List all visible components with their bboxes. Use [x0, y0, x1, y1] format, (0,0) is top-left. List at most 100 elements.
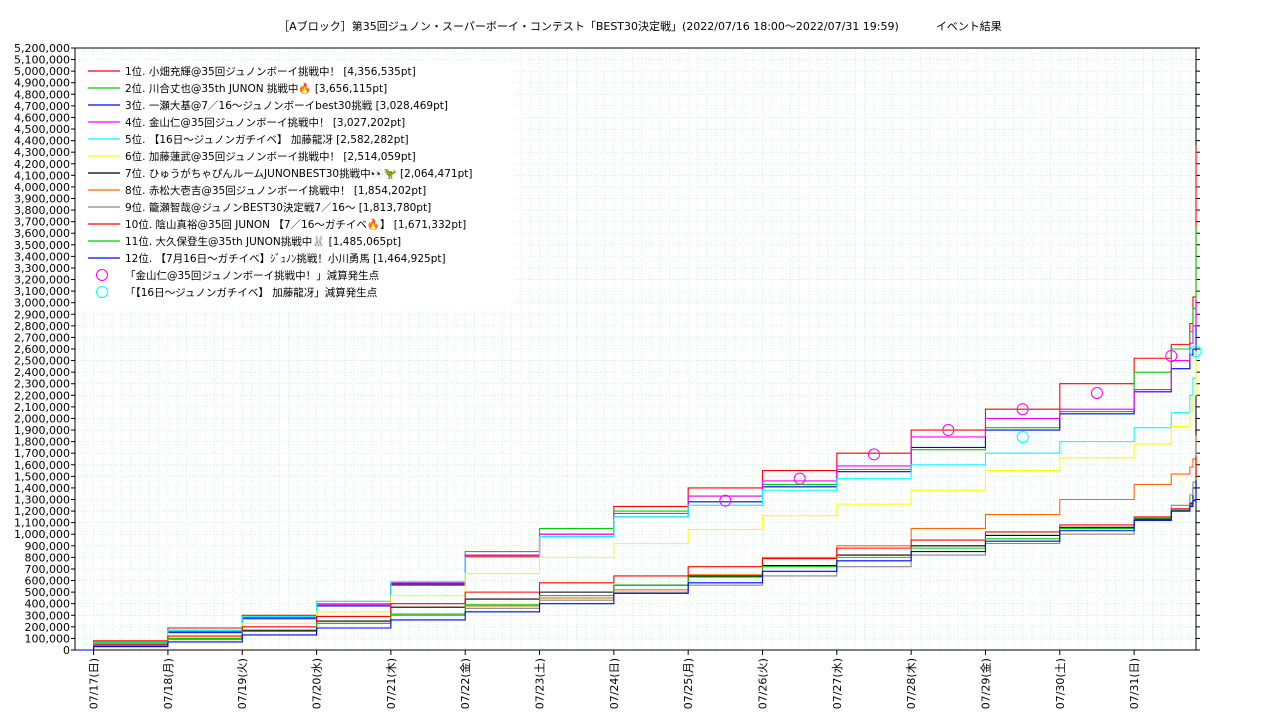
legend-entry: 7位. ひゅうがちゃぴんルームJUNONBEST30挑戦中👀🦖 [2,064,4…	[125, 167, 472, 180]
x-tick-label: 07/27(水)	[831, 658, 844, 709]
series-line-11	[75, 478, 1197, 651]
y-tick-label: 3,900,000	[14, 193, 70, 206]
chart-subtitle: イベント結果	[935, 20, 1002, 33]
deduction-marker-1	[1165, 349, 1178, 362]
series-lines	[75, 145, 1197, 651]
y-tick-label: 1,900,000	[14, 424, 70, 437]
x-tick-label: 07/19(火)	[236, 658, 249, 709]
legend-entry: 2位. 川合丈也@35th JUNON 挑戦中🔥 [3,656,115pt]	[125, 82, 387, 95]
y-tick-label: 4,200,000	[14, 158, 70, 171]
deduction-marker-1	[719, 494, 732, 507]
y-tick-label: 4,400,000	[14, 135, 70, 148]
y-tick-label: 400,000	[25, 598, 71, 611]
y-tick-label: 3,500,000	[14, 239, 70, 252]
deduction-marker-1	[1016, 403, 1029, 416]
y-tick-label: 1,000,000	[14, 528, 70, 541]
deduction-marker-1	[867, 448, 880, 461]
y-tick-label: 2,900,000	[14, 308, 70, 321]
legend-marker-swatch	[96, 269, 108, 281]
y-tick-label: 300,000	[25, 609, 71, 622]
y-tick-label: 4,900,000	[14, 77, 70, 90]
x-tick-label: 07/25(月)	[682, 658, 695, 709]
legend-background	[76, 60, 516, 308]
y-tick-label: 5,100,000	[14, 54, 70, 67]
legend-marker-swatch	[96, 286, 108, 298]
y-tick-label: 2,800,000	[14, 320, 70, 333]
y-tick-label: 800,000	[25, 551, 71, 564]
legend-entry: 4位. 金山仁@35回ジュノンボーイ挑戦中！ [3,027,202pt]	[125, 116, 405, 129]
series-line-3	[75, 299, 1197, 651]
y-tick-label: 3,000,000	[14, 297, 70, 310]
y-tick-label: 200,000	[25, 621, 71, 634]
y-tick-label: 5,000,000	[14, 65, 70, 78]
x-axis-ticks: 07/17(日) 07/18(月) 07/19(火) 07/20(水) 07/21(木)…	[88, 650, 1141, 709]
y-tick-label: 1,400,000	[14, 482, 70, 495]
series-line-10	[75, 456, 1197, 651]
x-tick-label: 07/29(金)	[978, 658, 992, 709]
y-tick-label: 100,000	[25, 632, 71, 645]
series-line-6	[75, 358, 1197, 651]
y-tick-label: 3,600,000	[14, 227, 70, 240]
y-tick-label: 4,500,000	[14, 123, 70, 136]
y-tick-label: 2,300,000	[14, 378, 70, 391]
x-tick-label: 07/18(月)	[162, 658, 175, 709]
y-tick-label: 1,300,000	[14, 494, 70, 507]
series-line-4	[75, 299, 1197, 651]
y-tick-label: 500,000	[25, 586, 71, 599]
chart-title-row: ［Aブロック］第35回ジュノン・スーパーボーイ・コンテスト「BEST30決定戦」…	[0, 18, 1280, 34]
y-tick-label: 2,100,000	[14, 401, 70, 414]
y-tick-label: 1,500,000	[14, 470, 70, 483]
legend-entry: 11位. 大久保登生@35th JUNON挑戦中🐰 [1,485,065pt]	[125, 235, 401, 248]
x-tick-label: 07/26(火)	[756, 658, 769, 709]
legend-entry: 8位. 赤松大壱吉@35回ジュノンボーイ挑戦中！ [1,854,202pt]	[125, 184, 426, 197]
y-tick-label: 2,200,000	[14, 389, 70, 402]
legend-entry: 6位. 加藤蓮武@35回ジュノンボーイ挑戦中！ [2,514,059pt]	[125, 150, 416, 163]
legend-entry: 10位. 陰山真裕@35回 JUNON 【7／16～ガチイベ🔥】 [1,671,…	[125, 218, 466, 231]
legend-entry: 12位. 【7月16日～ガチイベ】ｼﾞｭﾉﾝ挑戦！小川勇馬 [1,464,925…	[125, 252, 446, 265]
y-tick-label: 3,100,000	[14, 285, 70, 298]
y-tick-label: 1,100,000	[14, 517, 70, 530]
legend-entry: 9位. 籠瀬智哉@ジュノンBEST30決定戦7／16～ [1,813,780pt…	[125, 201, 431, 214]
y-tick-label: 2,500,000	[14, 355, 70, 368]
y-tick-label: 2,000,000	[14, 412, 70, 425]
legend-entry: 「金山仁@35回ジュノンボーイ挑戦中！」減算発生点	[125, 269, 379, 282]
chart-title: ［Aブロック］第35回ジュノン・スーパーボーイ・コンテスト「BEST30決定戦」…	[278, 20, 899, 33]
y-tick-label: 3,200,000	[14, 274, 70, 287]
y-tick-label: 1,600,000	[14, 459, 70, 472]
x-tick-label: 07/24(日)	[608, 658, 621, 709]
y-tick-label: 600,000	[25, 575, 71, 588]
legend-entry: 1位. 小畑充輝@35回ジュノンボーイ挑戦中！ [4,356,535pt]	[125, 65, 416, 78]
y-tick-label: 2,600,000	[14, 343, 70, 356]
x-tick-label: 07/21(木)	[385, 658, 398, 709]
x-tick-label: 07/31(日)	[1128, 658, 1141, 709]
y-tick-label: 0	[63, 644, 70, 657]
y-tick-label: 4,600,000	[14, 111, 70, 124]
y-tick-label: 2,700,000	[14, 331, 70, 344]
y-tick-label: 3,400,000	[14, 250, 70, 263]
deduction-marker-2	[1016, 430, 1029, 443]
y-tick-label: 900,000	[25, 540, 71, 553]
y-tick-label: 4,000,000	[14, 181, 70, 194]
legend-entry: 3位. 一瀬大基@7／16～ジュノンボーイbest30挑戦 [3,028,469…	[125, 99, 448, 112]
legend-entry: 「【16日～ジュノンガチイベ】 加藤龍冴」減算発生点	[125, 286, 377, 299]
x-tick-label: 07/23(土)	[534, 658, 547, 709]
y-tick-label: 4,100,000	[14, 169, 70, 182]
x-tick-label: 07/20(水)	[311, 658, 324, 709]
deduction-marker-2	[1189, 345, 1202, 358]
series-line-7	[75, 410, 1197, 651]
deduction-markers	[719, 345, 1202, 507]
y-tick-label: 4,800,000	[14, 88, 70, 101]
y-tick-label: 1,200,000	[14, 505, 70, 518]
legend-entry: 5位. 【16日～ジュノンガチイベ】 加藤龍冴 [2,582,282pt]	[125, 133, 409, 146]
y-tick-label: 1,800,000	[14, 436, 70, 449]
y-tick-label: 3,700,000	[14, 216, 70, 229]
x-tick-label: 07/22(金)	[458, 658, 472, 709]
y-tick-label: 4,300,000	[14, 146, 70, 159]
x-tick-label: 07/30(土)	[1054, 658, 1067, 709]
deduction-marker-1	[1090, 386, 1103, 399]
y-tick-label: 3,800,000	[14, 204, 70, 217]
y-axis-ticks: 0100,000200,000300,000400,000500,000600,…	[14, 42, 1200, 657]
y-tick-label: 4,700,000	[14, 100, 70, 113]
y-tick-label: 1,700,000	[14, 447, 70, 460]
